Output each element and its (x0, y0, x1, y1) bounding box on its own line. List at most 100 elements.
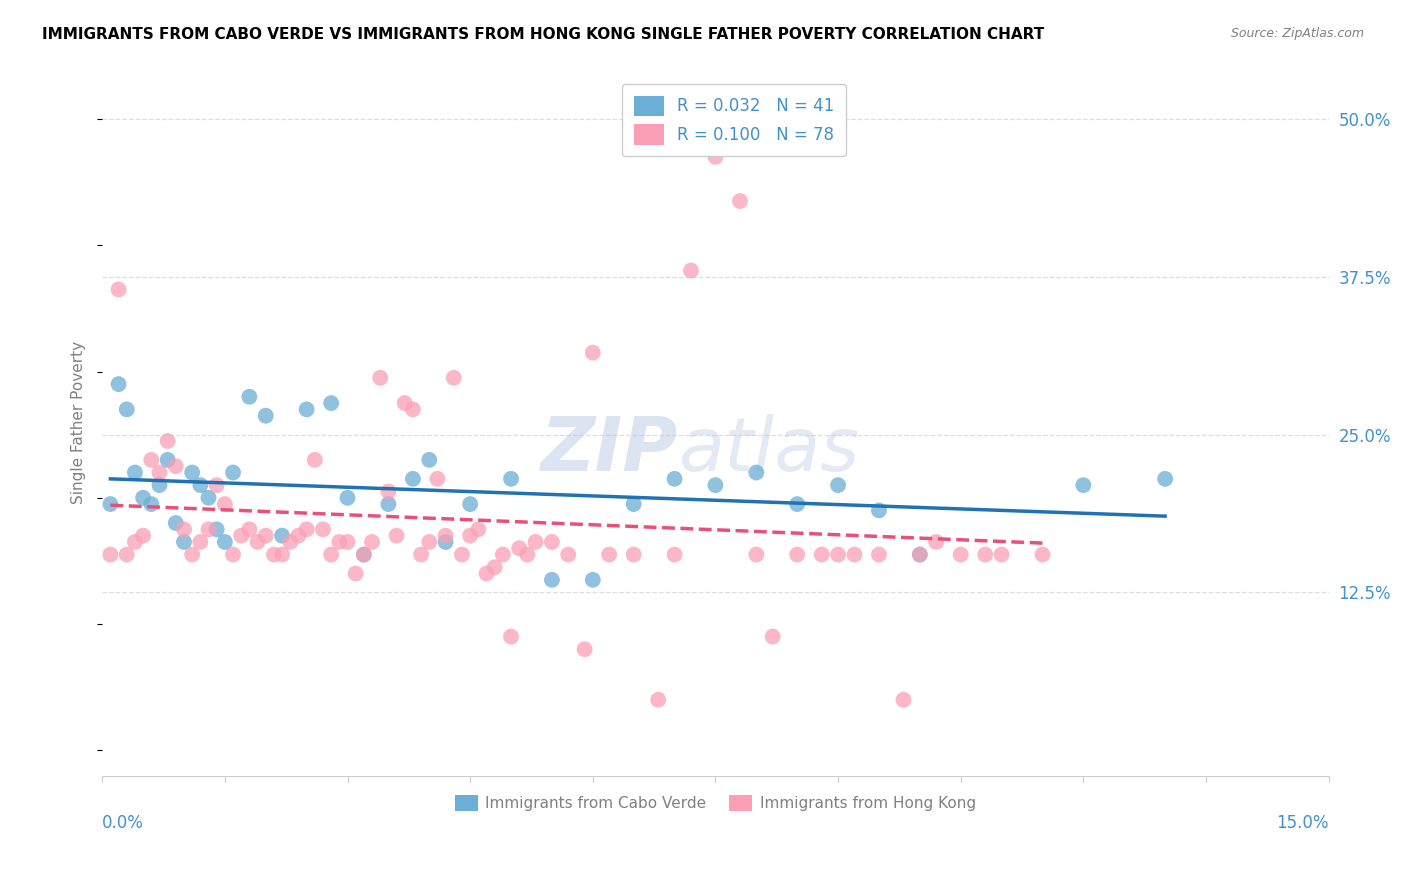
Point (541, 535, 564, 549)
Text: IMMIGRANTS FROM CABO VERDE VS IMMIGRANTS FROM HONG KONG SINGLE FATHER POVERTY CO: IMMIGRANTS FROM CABO VERDE VS IMMIGRANTS… (42, 27, 1045, 42)
Text: Source: ZipAtlas.com: Source: ZipAtlas.com (1230, 27, 1364, 40)
Point (353, 548, 375, 562)
Point (458, 528, 481, 542)
Point (165, 459, 187, 474)
Point (908, 548, 931, 562)
Point (278, 535, 301, 549)
Point (287, 528, 309, 542)
Point (271, 548, 294, 562)
Point (908, 548, 931, 562)
Point (827, 478, 849, 492)
Point (124, 535, 146, 549)
Point (377, 484, 399, 499)
Point (868, 548, 890, 562)
Point (949, 548, 972, 562)
Point (484, 560, 506, 574)
Point (181, 548, 204, 562)
Point (402, 472, 425, 486)
Point (704, 478, 727, 492)
Point (141, 497, 163, 511)
Point (156, 453, 179, 467)
Point (361, 535, 384, 549)
Point (516, 548, 538, 562)
Point (974, 548, 997, 562)
Text: 0.0%: 0.0% (103, 814, 143, 832)
Point (254, 409, 277, 423)
Point (786, 548, 808, 562)
Point (238, 522, 260, 536)
Point (664, 472, 686, 486)
Point (499, 472, 522, 486)
Point (132, 491, 155, 505)
Point (893, 692, 915, 706)
Point (368, 371, 391, 385)
Point (557, 548, 579, 562)
Point (141, 453, 163, 467)
Point (728, 194, 751, 208)
Point (124, 466, 146, 480)
Point (434, 528, 457, 542)
Point (377, 497, 399, 511)
Point (344, 566, 367, 581)
Point (165, 516, 187, 530)
Point (475, 566, 498, 581)
Point (173, 535, 195, 549)
Point (467, 522, 489, 536)
Point (762, 630, 785, 644)
Point (132, 528, 155, 542)
Point (598, 548, 620, 562)
Point (508, 541, 530, 556)
Point (443, 371, 465, 385)
Point (188, 535, 211, 549)
Point (115, 402, 138, 417)
Point (238, 390, 260, 404)
Point (451, 548, 474, 562)
Point (582, 573, 605, 587)
Point (704, 150, 727, 164)
Point (222, 548, 245, 562)
Point (925, 535, 948, 549)
Text: atlas: atlas (679, 414, 860, 486)
Point (100, 497, 122, 511)
Point (328, 535, 350, 549)
Point (679, 263, 702, 277)
Point (205, 478, 228, 492)
Point (222, 466, 245, 480)
Point (231, 528, 253, 542)
Point (647, 692, 669, 706)
Text: 15.0%: 15.0% (1277, 814, 1329, 832)
Point (173, 522, 195, 536)
Point (394, 396, 416, 410)
Point (402, 402, 425, 417)
Point (418, 535, 440, 549)
Point (100, 548, 122, 562)
Y-axis label: Single Father Poverty: Single Father Poverty (72, 341, 86, 504)
Point (336, 491, 359, 505)
Point (868, 503, 890, 517)
Point (254, 528, 277, 542)
Point (336, 535, 359, 549)
Point (304, 453, 326, 467)
Point (148, 478, 170, 492)
Point (541, 573, 564, 587)
Point (263, 548, 285, 562)
Point (107, 377, 129, 392)
Point (197, 491, 219, 505)
Point (418, 453, 440, 467)
Point (321, 548, 343, 562)
Point (214, 535, 236, 549)
Point (214, 497, 236, 511)
Point (458, 497, 481, 511)
Point (1031, 548, 1053, 562)
Point (745, 466, 768, 480)
Point (524, 535, 547, 549)
Point (197, 522, 219, 536)
Point (574, 642, 596, 657)
Point (844, 548, 866, 562)
Point (827, 548, 849, 562)
Point (409, 548, 432, 562)
Point (246, 535, 269, 549)
Point (664, 548, 686, 562)
Point (1073, 478, 1095, 492)
Point (295, 402, 318, 417)
